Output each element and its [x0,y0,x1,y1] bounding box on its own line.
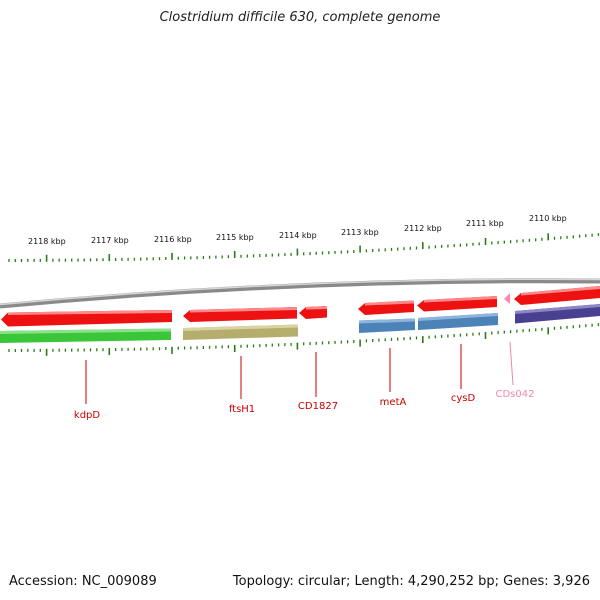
gene-labels: kdpD ftsH1 CD1827 metA cysD CDs042 [74,389,535,421]
genome-title: Clostridium difficile 630, complete geno… [159,10,441,25]
cog-features [0,304,600,343]
ruler-labels: 2118 kbp 2117 kbp 2116 kbp 2115 kbp 2114… [28,214,567,246]
ruler-label: 2111 kbp [466,219,504,228]
ruler-label: 2118 kbp [28,237,66,246]
gene-label-ftsH1[interactable]: ftsH1 [229,404,255,415]
ruler: 2118 kbp 2117 kbp 2116 kbp 2115 kbp 2114… [8,214,600,262]
gene-label-CD1827[interactable]: CD1827 [298,401,338,412]
gene-label-leaders [85,341,514,404]
ruler-label: 2110 kbp [529,214,567,223]
gene-label-CDs042[interactable]: CDs042 [496,389,535,400]
ruler-label: 2116 kbp [154,235,192,244]
genome-backbone [0,278,600,309]
ruler-ticks-outer [8,233,600,262]
forward-strand-features [1,286,600,327]
accession-text: Accession: NC_009089 [9,574,157,589]
gene-label-cysD[interactable]: cysD [451,393,476,404]
ruler-label: 2115 kbp [216,233,254,242]
ruler-label: 2117 kbp [91,236,129,245]
ruler-ticks-inner [8,323,600,356]
genome-summary-text: Topology: circular; Length: 4,290,252 bp… [232,574,590,589]
ruler-label: 2112 kbp [404,224,442,233]
cog-bar-next [515,304,600,324]
gene-label-metA[interactable]: metA [380,397,407,408]
gene-label-kdpD[interactable]: kdpD [74,410,100,421]
leader-line [509,341,514,386]
ruler-label: 2113 kbp [341,228,379,237]
ruler-label: 2114 kbp [279,231,317,240]
gene-arrow-CDs042[interactable] [504,293,510,304]
